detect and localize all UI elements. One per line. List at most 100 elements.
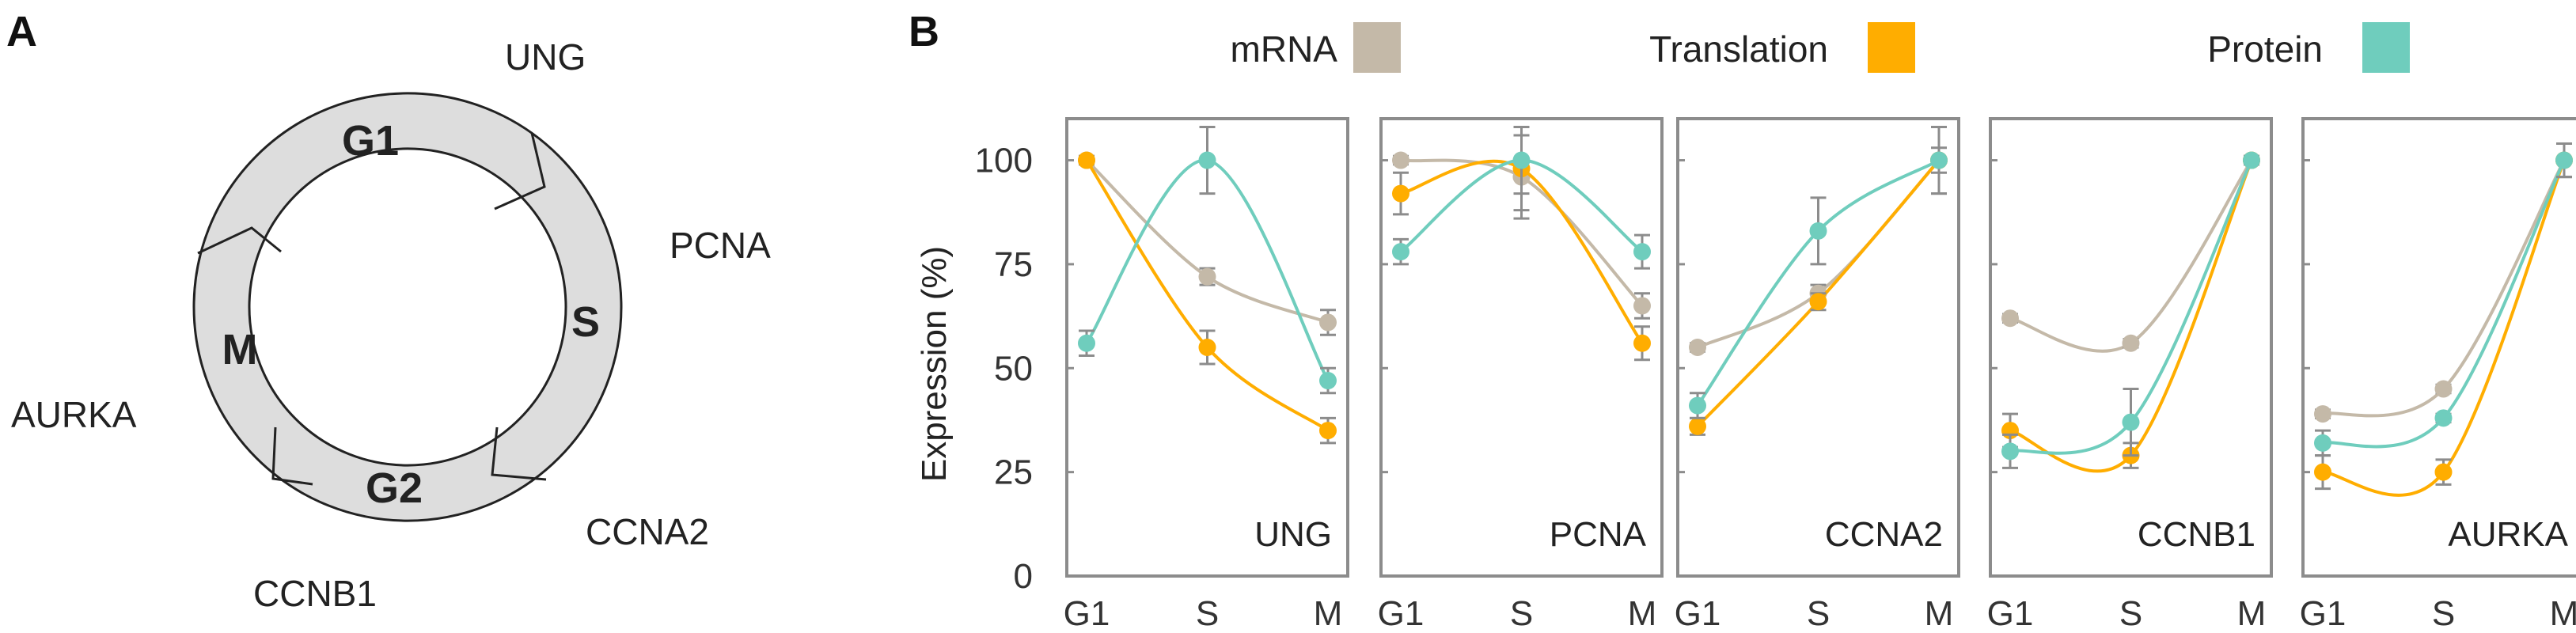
series-line-protein xyxy=(2009,159,2253,455)
panel-ung: G1 S M UNG xyxy=(1064,117,1349,633)
panel-ccnb1: G1 S M CCNB1 xyxy=(1987,117,2273,633)
panel-frame xyxy=(1379,117,1664,578)
x-tick-label: G1 xyxy=(2300,594,2346,633)
series-line-protein xyxy=(2322,159,2566,449)
data-point-protein xyxy=(1809,222,1827,240)
y-tick-label: 75 xyxy=(994,245,1033,284)
x-tick-label: M xyxy=(1925,594,1954,633)
panel-frame xyxy=(1676,117,1960,578)
data-point-protein xyxy=(1930,151,1948,169)
data-point-translation xyxy=(2314,463,2331,481)
phase-label-g2: G2 xyxy=(366,464,423,512)
x-tick-label: M xyxy=(1628,594,1657,633)
panel-title: UNG xyxy=(1254,515,1332,554)
x-tick-label: G1 xyxy=(1378,594,1425,633)
panel-a-letter: A xyxy=(6,8,37,55)
data-point-protein xyxy=(2122,413,2140,431)
x-tick-label: M xyxy=(1314,594,1343,633)
data-point-protein xyxy=(1392,243,1409,261)
x-tick-label: S xyxy=(2119,594,2142,633)
series-line-mrna xyxy=(2322,159,2566,418)
panel-frame xyxy=(1065,117,1349,578)
data-point-mrna xyxy=(2314,405,2331,423)
phase-divider xyxy=(197,226,282,255)
gene-label-ccna2: CCNA2 xyxy=(586,511,709,552)
y-axis-ticks: 0 25 50 75 100 xyxy=(975,142,1033,596)
panel-title: AURKA xyxy=(2448,515,2568,554)
y-tick-label: 0 xyxy=(1014,557,1033,596)
data-point-translation xyxy=(2434,463,2453,481)
gene-label-aurka: AURKA xyxy=(11,394,137,435)
x-tick-label: G1 xyxy=(1064,594,1110,633)
panel-pcna: G1 S M PCNA xyxy=(1378,117,1664,633)
phase-label-g1: G1 xyxy=(342,117,399,165)
panel-title: PCNA xyxy=(1550,515,1647,554)
data-point-protein xyxy=(2001,442,2019,461)
panel-title: CCNA2 xyxy=(1825,515,1943,554)
panel-title: CCNB1 xyxy=(2138,515,2255,554)
x-tick-label: G1 xyxy=(1987,594,2034,633)
gene-label-ung: UNG xyxy=(505,36,586,78)
legend-label-mrna: mRNA xyxy=(1231,28,1338,70)
x-tick-label: G1 xyxy=(1675,594,1721,633)
data-point-mrna xyxy=(2122,334,2140,352)
legend-swatch-protein xyxy=(2362,22,2410,73)
data-point-protein xyxy=(1689,396,1706,415)
x-tick-label: M xyxy=(2550,594,2576,633)
panel-b-letter: B xyxy=(909,8,939,55)
panel-ccna2: G1 S M CCNA2 xyxy=(1675,117,1960,633)
data-point-protein xyxy=(1078,334,1095,352)
phase-divider xyxy=(494,132,546,210)
panel-aurka: G1 S M AURKA xyxy=(2300,117,2576,633)
legend-label-protein: Protein xyxy=(2207,28,2323,70)
data-point-translation xyxy=(1809,293,1827,311)
data-point-mrna xyxy=(2001,309,2019,328)
data-point-protein xyxy=(1198,151,1216,169)
gene-label-ccnb1: CCNB1 xyxy=(253,573,377,614)
series-line-translation xyxy=(2322,159,2566,497)
x-tick-label: S xyxy=(1510,594,1533,633)
cell-cycle-ring xyxy=(192,92,623,522)
panel-frame xyxy=(2301,117,2576,578)
data-point-translation xyxy=(1392,184,1409,203)
phase-label-s: S xyxy=(571,298,600,346)
x-tick-label: S xyxy=(2432,594,2455,633)
x-tick-label: S xyxy=(1196,594,1219,633)
expression-panels: G1 S M UNG G1 S M PCNA G1 S M CCNA2 G1 S M CCNB1 G1 S M AUR… xyxy=(1064,117,2576,633)
data-point-translation xyxy=(1198,339,1216,356)
x-tick-label: S xyxy=(1807,594,1830,633)
data-point-protein xyxy=(1633,243,1651,261)
y-tick-label: 25 xyxy=(994,453,1033,492)
data-point-mrna xyxy=(1319,313,1337,332)
data-point-translation xyxy=(1078,151,1095,169)
cell-cycle-ring-group xyxy=(192,92,623,522)
phase-divider xyxy=(491,426,547,481)
y-axis-title: Expression (%) xyxy=(915,246,954,482)
data-point-mrna xyxy=(1689,339,1706,356)
legend-swatch-mrna xyxy=(1353,22,1401,73)
data-point-mrna xyxy=(1633,297,1651,315)
gene-label-pcna: PCNA xyxy=(670,225,771,266)
data-point-protein xyxy=(1319,372,1337,390)
data-point-translation xyxy=(1633,334,1651,352)
data-point-protein xyxy=(2243,151,2260,169)
panel-frame xyxy=(1989,117,2273,578)
data-point-translation xyxy=(1689,417,1706,435)
data-point-protein xyxy=(2314,434,2331,452)
data-point-mrna xyxy=(1392,151,1409,169)
phase-label-m: M xyxy=(222,326,258,373)
y-tick-label: 100 xyxy=(975,142,1033,180)
data-point-protein xyxy=(2434,409,2453,427)
data-point-mrna xyxy=(2434,380,2453,398)
series-line-mrna xyxy=(2009,159,2253,353)
legend: mRNA Translation Protein xyxy=(1231,22,2410,73)
x-tick-label: M xyxy=(2237,594,2267,633)
data-point-mrna xyxy=(1198,267,1216,286)
data-point-translation xyxy=(1319,422,1337,440)
phase-divider xyxy=(271,426,313,486)
legend-label-translation: Translation xyxy=(1649,28,1828,70)
data-point-protein xyxy=(1512,151,1531,169)
y-tick-label: 50 xyxy=(994,349,1033,388)
legend-swatch-translation xyxy=(1868,22,1915,73)
